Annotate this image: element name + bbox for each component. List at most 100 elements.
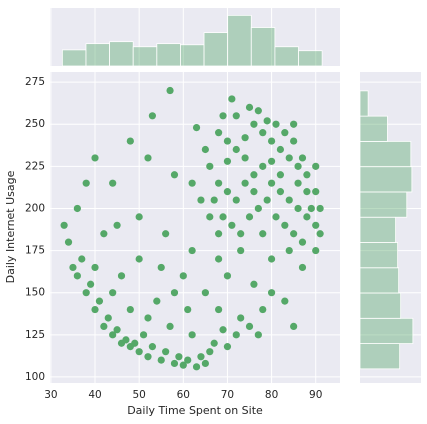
histogram-bar: [250, 27, 276, 67]
point: [272, 213, 280, 221]
y-axis-label: Daily Internet Usage: [4, 170, 17, 283]
point: [245, 213, 254, 221]
point: [162, 348, 170, 356]
point: [312, 162, 320, 170]
histogram-bar: [359, 292, 402, 319]
y-tick-label: 200: [25, 202, 45, 214]
point: [113, 221, 121, 229]
point: [254, 331, 262, 339]
x-tick-label: 70: [221, 389, 234, 401]
point: [316, 230, 324, 238]
histogram-bar: [298, 50, 323, 67]
point: [122, 336, 130, 344]
histogram-bar: [227, 14, 252, 67]
point: [259, 162, 267, 170]
histogram-bar: [85, 43, 110, 67]
point: [290, 137, 298, 145]
point: [201, 359, 209, 368]
point: [135, 213, 143, 221]
point: [91, 305, 99, 314]
point: [188, 331, 196, 339]
point: [100, 230, 108, 238]
point: [241, 179, 249, 187]
point: [95, 297, 104, 305]
histogram-bar: [109, 41, 134, 67]
point: [250, 120, 258, 128]
point: [170, 359, 179, 368]
point: [109, 331, 117, 339]
point: [109, 289, 117, 297]
point: [232, 112, 240, 120]
point: [144, 314, 152, 322]
histogram-bar: [359, 166, 413, 193]
point: [87, 280, 95, 288]
histogram-bar: [359, 191, 408, 218]
y-tick-label: 150: [25, 287, 45, 299]
point: [223, 137, 232, 145]
point: [215, 255, 223, 263]
point: [316, 204, 324, 213]
point: [104, 314, 112, 322]
point: [206, 162, 214, 170]
point: [131, 339, 139, 347]
point: [148, 343, 157, 351]
point: [219, 326, 227, 334]
histogram-bar: [359, 267, 400, 294]
point: [60, 221, 68, 229]
histogram-bar: [359, 343, 401, 370]
histogram-bar: [359, 242, 399, 269]
point: [281, 221, 289, 229]
point: [285, 196, 293, 204]
point: [303, 171, 311, 179]
point: [179, 361, 187, 369]
point: [197, 196, 205, 204]
point: [285, 154, 293, 162]
point: [228, 221, 236, 229]
point: [223, 343, 232, 351]
point: [281, 297, 289, 305]
point: [91, 154, 99, 162]
point: [267, 255, 276, 263]
point: [228, 95, 236, 103]
point: [312, 246, 320, 255]
histogram-bar: [359, 115, 388, 142]
point: [259, 305, 267, 314]
point: [267, 289, 276, 297]
point: [170, 171, 179, 179]
point: [210, 196, 218, 204]
point: [267, 157, 276, 165]
point: [215, 305, 223, 314]
point: [294, 162, 302, 170]
point: [303, 188, 311, 196]
point: [232, 145, 240, 154]
point: [157, 263, 165, 272]
point: [276, 145, 285, 154]
histogram-bar: [359, 317, 414, 344]
histogram-bar: [359, 90, 369, 117]
point: [312, 221, 320, 229]
x-tick-label: 80: [265, 389, 278, 401]
point: [215, 179, 223, 187]
point: [285, 246, 293, 255]
point: [219, 213, 227, 221]
point: [192, 123, 201, 132]
point: [166, 86, 174, 95]
point: [113, 326, 121, 334]
point: [298, 263, 307, 272]
point: [117, 272, 126, 280]
point: [82, 289, 90, 297]
point: [184, 356, 192, 364]
point: [259, 230, 267, 238]
y-tick-label: 225: [25, 160, 45, 172]
y-tick-label: 125: [25, 329, 45, 341]
point: [153, 297, 161, 305]
histogram-bar: [274, 46, 299, 67]
point: [188, 246, 196, 255]
point: [206, 348, 214, 356]
point: [303, 213, 311, 221]
point: [298, 238, 307, 246]
point: [201, 145, 209, 154]
point: [192, 363, 201, 371]
point: [179, 272, 187, 280]
